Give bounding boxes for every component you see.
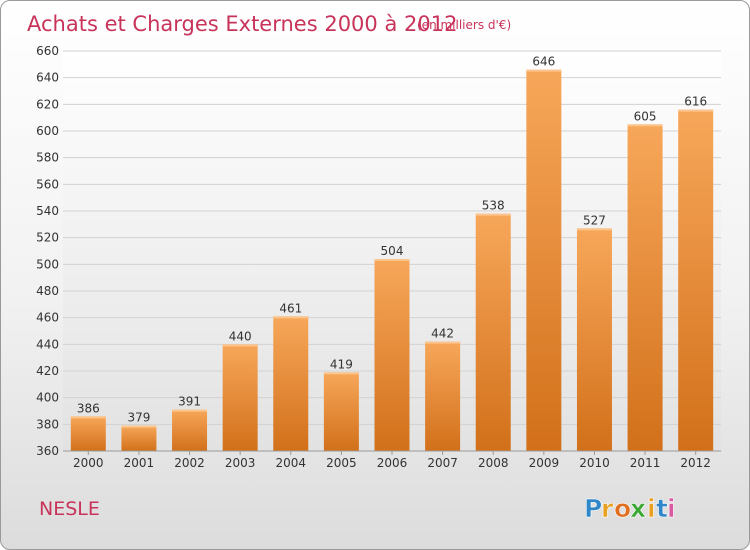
y-axis-ticks: 360 380 400 420 440 460 480 500 520 540 560 580 600 6… — [36, 44, 59, 458]
logo-letter-5: t — [656, 494, 668, 523]
chart-subtitle: (en milliers d'€) — [417, 18, 511, 32]
value-label-2000: 386 — [77, 401, 100, 415]
x-tick-label-2005: 2005 — [326, 456, 357, 470]
bar-2006 — [374, 259, 410, 451]
bar-2003 — [222, 344, 258, 451]
y-tick-label-460: 460 — [36, 311, 59, 325]
bar-highlight-2009 — [526, 69, 562, 72]
x-tick-label-2009: 2009 — [529, 456, 560, 470]
x-tick-label-2002: 2002 — [174, 456, 205, 470]
x-tick-label-2006: 2006 — [377, 456, 408, 470]
bar-2008 — [475, 213, 511, 451]
bar-2007 — [425, 341, 461, 451]
y-tick-label-360: 360 — [36, 444, 59, 458]
bar-2005 — [323, 372, 359, 451]
value-label-2006: 504 — [381, 244, 404, 258]
value-label-2010: 527 — [583, 213, 606, 227]
logo-letter-2: o — [614, 494, 631, 523]
bar-highlight-2005 — [323, 372, 359, 375]
bar-2009 — [526, 69, 562, 452]
x-tick-label-2004: 2004 — [275, 456, 306, 470]
bar-highlight-2001 — [121, 425, 157, 428]
x-tick-label-2003: 2003 — [225, 456, 256, 470]
x-tick-label-2012: 2012 — [680, 456, 711, 470]
y-tick-label-580: 580 — [36, 151, 59, 165]
bar-highlight-2000 — [70, 416, 106, 419]
bar-highlight-2004 — [273, 316, 309, 319]
value-label-2009: 646 — [532, 55, 555, 69]
logo-letter-0: P — [584, 494, 602, 523]
place-name: NESLE — [39, 498, 100, 520]
bar-2000 — [70, 416, 106, 451]
chart-title: Achats et Charges Externes 2000 à 2012 — [27, 12, 457, 36]
x-tick-label-2001: 2001 — [124, 456, 155, 470]
grid-lines — [63, 50, 721, 452]
bar-highlight-2007 — [425, 341, 461, 344]
bar-highlight-2012 — [678, 109, 714, 112]
value-label-2011: 605 — [634, 109, 657, 123]
proxiti-logo: Pr ox i t i — [584, 494, 676, 524]
logo-letter-1: r — [601, 494, 614, 523]
y-tick-label-560: 560 — [36, 177, 59, 191]
y-tick-label-600: 600 — [36, 124, 59, 138]
value-labels: 386 379 391 440 461 419 504 442 538 646 527 605 616 — [77, 55, 707, 425]
x-tick-label-2008: 2008 — [478, 456, 509, 470]
x-tick-label-2000: 2000 — [73, 456, 104, 470]
bar-2004 — [273, 316, 309, 451]
x-tick-label-2010: 2010 — [579, 456, 610, 470]
bar-2010 — [576, 228, 612, 451]
x-tick-label-2011: 2011 — [630, 456, 661, 470]
bars — [70, 69, 714, 452]
y-tick-label-380: 380 — [36, 417, 59, 431]
bar-highlight-2011 — [627, 124, 663, 127]
y-tick-label-640: 640 — [36, 71, 59, 85]
bar-highlight-2010 — [576, 228, 612, 231]
y-tick-label-660: 660 — [36, 44, 59, 58]
y-tick-label-500: 500 — [36, 257, 59, 271]
y-tick-label-400: 400 — [36, 391, 59, 405]
bar-highlight-2006 — [374, 259, 410, 261]
x-axis-ticks: 2000 2001 2002 2003 2004 2005 2006 2007 2008 2009… — [73, 451, 711, 470]
value-label-2003: 440 — [229, 329, 252, 343]
logo-letter-4: i — [647, 494, 656, 523]
bar-2002 — [172, 409, 208, 451]
x-tick-label-2007: 2007 — [427, 456, 458, 470]
bar-highlight-2002 — [172, 409, 208, 412]
value-label-2002: 391 — [178, 395, 201, 409]
logo-letter-3: x — [630, 494, 646, 523]
value-label-2001: 379 — [127, 411, 150, 425]
y-tick-label-540: 540 — [36, 204, 59, 218]
y-tick-label-480: 480 — [36, 284, 59, 298]
bar-2001 — [121, 425, 157, 451]
value-label-2005: 419 — [330, 357, 353, 371]
y-tick-label-440: 440 — [36, 337, 59, 351]
value-label-2012: 616 — [684, 95, 707, 109]
y-tick-label-420: 420 — [36, 364, 59, 378]
logo-letter-6: i — [667, 494, 676, 523]
bar-2012 — [678, 109, 714, 452]
bar-highlight-2003 — [222, 344, 258, 347]
value-label-2008: 538 — [482, 199, 505, 213]
y-tick-label-520: 520 — [36, 231, 59, 245]
y-tick-label-620: 620 — [36, 97, 59, 111]
bar-highlight-2008 — [475, 213, 511, 216]
value-label-2004: 461 — [279, 301, 302, 315]
bar-2011 — [627, 124, 663, 451]
value-label-2007: 442 — [431, 327, 454, 341]
